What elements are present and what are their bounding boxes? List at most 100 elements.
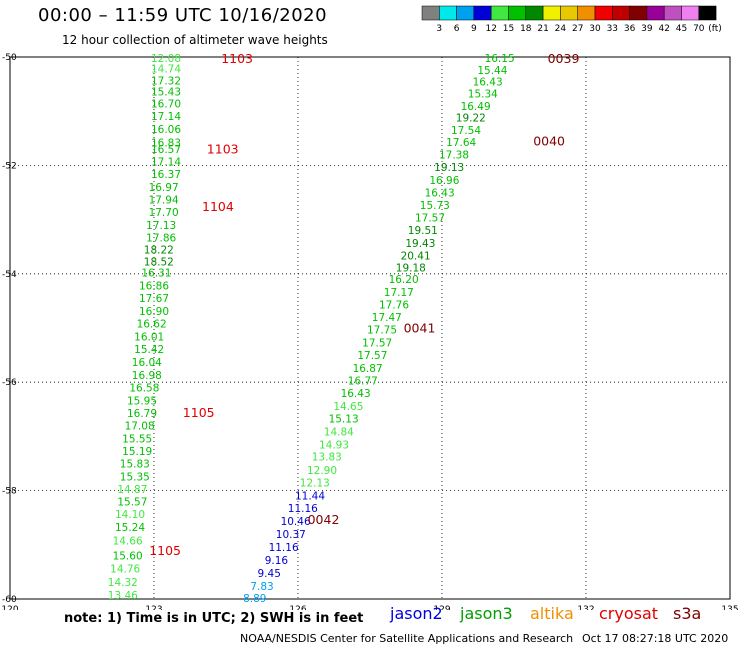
wave-height-value: 16.87: [353, 363, 383, 375]
wave-height-value: 17.57: [357, 350, 387, 362]
pass-time-label: 0041: [404, 320, 436, 335]
wave-height-value: 15.57: [117, 496, 147, 508]
wave-height-value: 16.49: [461, 101, 491, 113]
wave-height-value: 15.44: [477, 65, 507, 77]
wave-height-value: 17.47: [372, 312, 402, 324]
wave-height-value: 17.14: [151, 111, 181, 123]
wave-height-value: 14.32: [108, 577, 138, 589]
wave-height-value: 8.89: [243, 593, 266, 605]
wave-height-value: 17.76: [379, 300, 409, 312]
wave-height-value: 13.46: [108, 590, 138, 602]
map-frame: [9, 56, 731, 600]
wave-height-value: 19.13: [434, 162, 464, 174]
wave-height-value: 14.84: [324, 427, 354, 439]
wave-height-value: 15.42: [134, 344, 164, 356]
legend-s3a: s3a: [673, 604, 702, 623]
wave-height-value: 10.46: [281, 516, 311, 528]
wave-height-value: 14.65: [333, 401, 363, 413]
pass-time-label: 1103: [207, 142, 239, 157]
wave-height-value: 14.76: [110, 564, 140, 576]
wave-height-value: 16.31: [141, 268, 171, 280]
pass-time-label: 1105: [149, 543, 181, 558]
wave-height-value: 15.13: [329, 414, 359, 426]
scale-tick-label: 3: [436, 24, 442, 34]
scale-tick-label: 12: [485, 24, 496, 34]
credit-line: NOAA/NESDIS Center for Satellite Applica…: [240, 632, 574, 645]
wave-height-value: 16.90: [139, 306, 169, 318]
scale-tick-label: 9: [471, 24, 477, 34]
wave-height-value: 19.22: [456, 113, 486, 125]
scale-tick-label: 24: [555, 24, 567, 34]
wave-height-value: 16.01: [134, 332, 164, 344]
scale-tick-label: 42: [658, 24, 669, 34]
wave-height-value: 17.57: [362, 338, 392, 350]
wave-height-value: 17.94: [149, 195, 179, 207]
pass-time-label: 1104: [202, 199, 234, 214]
pass-time-label: 1103: [221, 51, 253, 66]
wave-height-value: 17.17: [384, 287, 414, 299]
wave-height-value: 17.08: [125, 421, 155, 433]
wave-height-value: 17.75: [367, 325, 397, 337]
wave-height-value: 11.16: [269, 542, 299, 554]
wave-height-value: 17.13: [146, 220, 176, 232]
wave-height-value: 12.90: [307, 465, 337, 477]
lat-tick-label: -58: [2, 487, 17, 497]
scale-tick-label: 27: [572, 24, 583, 34]
wave-height-value: 16.37: [151, 169, 181, 181]
wave-height-value: 16.70: [151, 99, 181, 111]
wave-height-value: 16.57: [151, 144, 181, 156]
legend-jason2: jason2: [390, 604, 443, 623]
wave-height-value: 16.98: [132, 370, 162, 382]
wave-height-value: 16.86: [139, 281, 169, 293]
scale-tick-label: 70: [693, 24, 705, 34]
wave-height-value: 19.51: [408, 225, 438, 237]
wave-height-value: 14.87: [117, 484, 147, 496]
lon-tick-label: 120: [1, 605, 18, 610]
wave-height-value: 14.66: [113, 535, 143, 547]
color-scale-legend: 3 6 9 12 15 18 21 24 27 30 33 36 39 42 45 70 (ft): [421, 5, 722, 34]
lon-tick-label: 123: [145, 605, 162, 610]
scale-tick-label: 36: [624, 24, 636, 34]
legend-cryosat: cryosat: [599, 604, 659, 623]
wave-height-value: 15.60: [113, 551, 143, 563]
wave-height-value: 15.55: [122, 434, 152, 446]
wave-height-value: 16.83: [151, 138, 181, 150]
wave-height-value: 16.06: [151, 124, 181, 136]
wave-height-value: 14.93: [319, 440, 349, 452]
wave-height-value: 18.52: [144, 256, 174, 268]
wave-height-value: 17.70: [149, 207, 179, 219]
pass-time-label: 1105: [183, 405, 215, 420]
lat-tick-label: -56: [2, 378, 17, 388]
scale-tick-label: 18: [520, 24, 532, 34]
wave-height-value: 16.20: [389, 274, 419, 286]
scale-bin: [698, 5, 717, 21]
wave-height-value: 17.54: [451, 125, 481, 137]
wave-height-value: 16.43: [341, 388, 371, 400]
wave-height-value: 15.95: [127, 396, 157, 408]
wave-height-value: 17.38: [439, 150, 469, 162]
wave-height-value: 19.43: [405, 238, 435, 250]
wave-height-value: 15.19: [122, 446, 152, 458]
lat-tick-label: -52: [2, 161, 17, 171]
wave-height-value: 11.44: [295, 490, 325, 502]
generation-timestamp: Oct 17 08:27:18 UTC 2020: [582, 632, 729, 645]
wave-height-map: 120 123 126 129 132 135 -50 -52 -54 -56 -58 -60 12.0…: [1, 51, 738, 610]
page-subtitle: 12 hour collection of altimeter wave hei…: [62, 33, 328, 47]
scale-tick-label: 33: [607, 24, 618, 34]
wave-height-value: 16.04: [132, 357, 162, 369]
lon-tick-label: 126: [289, 605, 306, 610]
wave-height-value: 17.14: [151, 157, 181, 169]
wave-height-value: 18.22: [144, 244, 174, 256]
pass-time-label: 0042: [308, 512, 340, 527]
wave-height-value: 16.58: [129, 383, 159, 395]
wave-height-value: 17.86: [146, 232, 176, 244]
wave-height-value: 19.18: [396, 262, 426, 274]
lat-tick-label: -60: [2, 595, 17, 605]
wave-height-value: 14.74: [151, 63, 181, 75]
scale-tick-label: 21: [537, 24, 548, 34]
wave-height-value: 16.96: [429, 175, 459, 187]
lon-tick-label: 132: [577, 605, 594, 610]
page-title: 00:00 – 11:59 UTC 10/16/2020: [38, 5, 328, 26]
scale-tick-label: 39: [641, 24, 653, 34]
scale-tick-label: 30: [589, 24, 601, 34]
